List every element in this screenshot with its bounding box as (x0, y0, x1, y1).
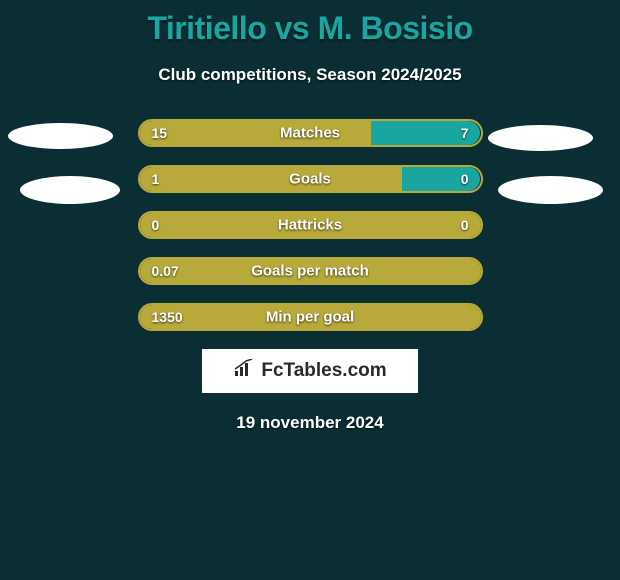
decorative-ellipse (20, 176, 120, 204)
logo-text: FcTables.com (261, 360, 386, 382)
bar-segment-left (140, 167, 403, 191)
stat-row: Hattricks 0 0 (0, 211, 620, 239)
stat-value-left: 15 (152, 125, 168, 141)
stat-value-left: 0 (152, 217, 160, 233)
stat-bar: Goals per match 0.07 (138, 257, 483, 285)
stat-bar: Goals 1 0 (138, 165, 483, 193)
bar-segment-right (402, 167, 480, 191)
comparison-chart: Matches 15 7 Goals 1 0 Hattricks 0 0 Goals per ma… (0, 119, 620, 331)
page-subtitle: Club competitions, Season 2024/2025 (0, 65, 620, 85)
stat-label: Goals (289, 171, 331, 188)
stat-label: Matches (280, 125, 340, 142)
stat-value-left: 1350 (152, 309, 183, 325)
stat-bar: Hattricks 0 0 (138, 211, 483, 239)
stat-value-left: 1 (152, 171, 160, 187)
stat-bar: Min per goal 1350 (138, 303, 483, 331)
stat-value-left: 0.07 (152, 263, 179, 279)
stat-label: Min per goal (266, 309, 354, 326)
stat-bar: Matches 15 7 (138, 119, 483, 147)
date-text: 19 november 2024 (0, 413, 620, 433)
decorative-ellipse (488, 125, 593, 151)
logo-box: FcTables.com (202, 349, 418, 393)
stat-value-right: 0 (461, 171, 469, 187)
stat-value-right: 7 (461, 125, 469, 141)
decorative-ellipse (8, 123, 113, 149)
stat-row: Min per goal 1350 (0, 303, 620, 331)
fctables-logo: FcTables.com (233, 359, 386, 383)
stat-row: Goals per match 0.07 (0, 257, 620, 285)
stat-label: Goals per match (251, 263, 369, 280)
page-title: Tiritiello vs M. Bosisio (0, 0, 620, 47)
decorative-ellipse (498, 176, 603, 204)
chart-icon (233, 359, 255, 383)
stat-label: Hattricks (278, 217, 342, 234)
stat-value-right: 0 (461, 217, 469, 233)
